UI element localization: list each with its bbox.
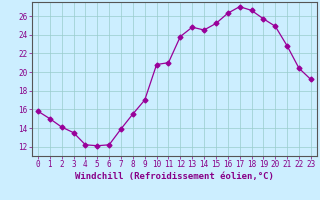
X-axis label: Windchill (Refroidissement éolien,°C): Windchill (Refroidissement éolien,°C) xyxy=(75,172,274,181)
